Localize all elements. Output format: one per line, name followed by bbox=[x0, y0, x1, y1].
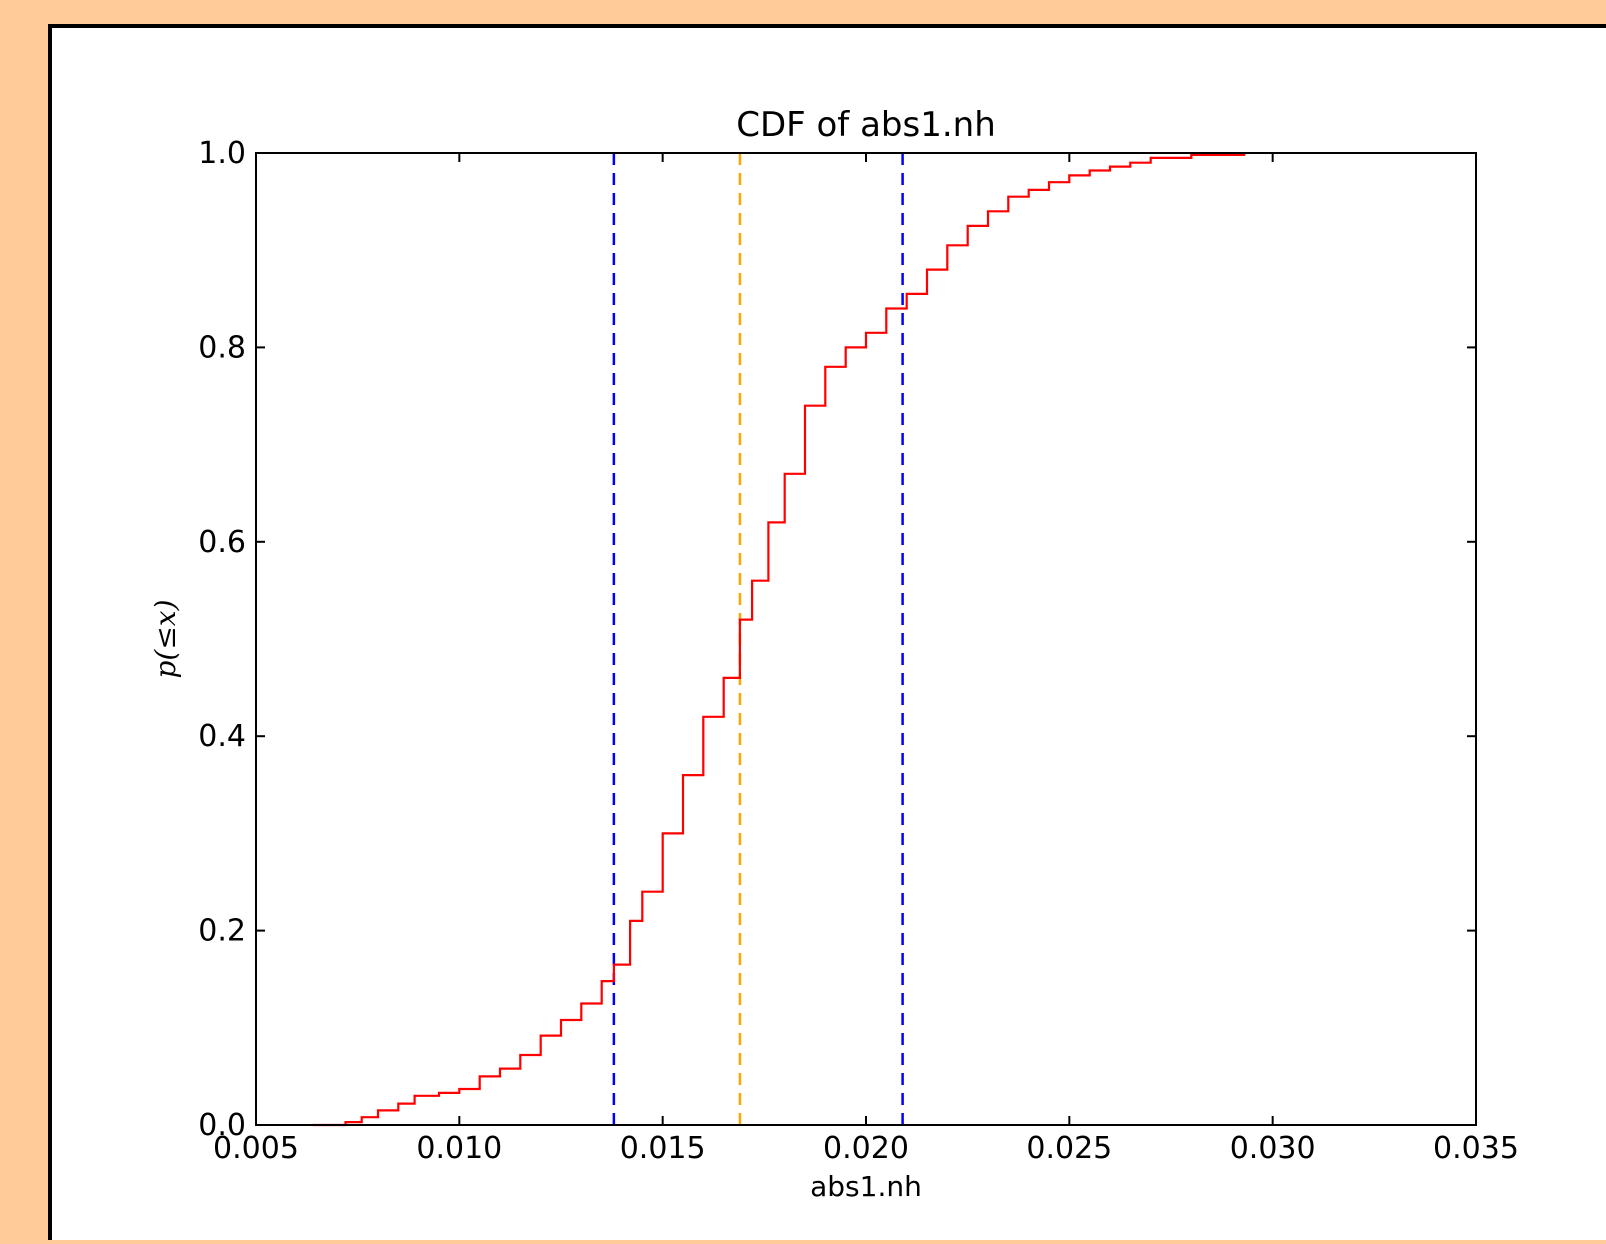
series-line-0 bbox=[312, 153, 1246, 1127]
cdf-chart: 0.005 0.010 0.015 0.020 0.025 0.030 0.035 0.0 0.… bbox=[149, 105, 1519, 1203]
x-tick-label-2: 0.015 bbox=[620, 1131, 706, 1166]
y-tick-label-1: 0.2 bbox=[198, 914, 246, 949]
y-tick-label-3: 0.6 bbox=[198, 525, 246, 560]
figure-frame: 0.005 0.010 0.015 0.020 0.025 0.030 0.035 0.0 0.… bbox=[48, 24, 1606, 1240]
y-tick-label-0: 0.0 bbox=[198, 1108, 246, 1143]
x-axis-label: abs1.nh bbox=[810, 1170, 922, 1203]
series-layer bbox=[312, 153, 1246, 1127]
y-tick-label-5: 1.0 bbox=[198, 136, 246, 171]
x-tick-label-4: 0.025 bbox=[1026, 1131, 1112, 1166]
axis-ticks bbox=[255, 152, 1477, 1126]
y-tick-label-2: 0.4 bbox=[198, 719, 246, 754]
x-tick-label-3: 0.020 bbox=[823, 1131, 909, 1166]
x-tick-label-0: 0.005 bbox=[213, 1131, 299, 1166]
y-axis-label: p(≤x) bbox=[149, 599, 182, 678]
chart-title: CDF of abs1.nh bbox=[736, 105, 996, 145]
x-tick-label-5: 0.030 bbox=[1230, 1131, 1316, 1166]
plot-area-background bbox=[256, 153, 1476, 1125]
y-tick-label-4: 0.8 bbox=[198, 330, 246, 365]
x-tick-label-1: 0.010 bbox=[416, 1131, 502, 1166]
axis-tick-labels: 0.005 0.010 0.015 0.020 0.025 0.030 0.035 0.0 0.… bbox=[198, 136, 1519, 1166]
x-tick-label-6: 0.035 bbox=[1433, 1131, 1519, 1166]
